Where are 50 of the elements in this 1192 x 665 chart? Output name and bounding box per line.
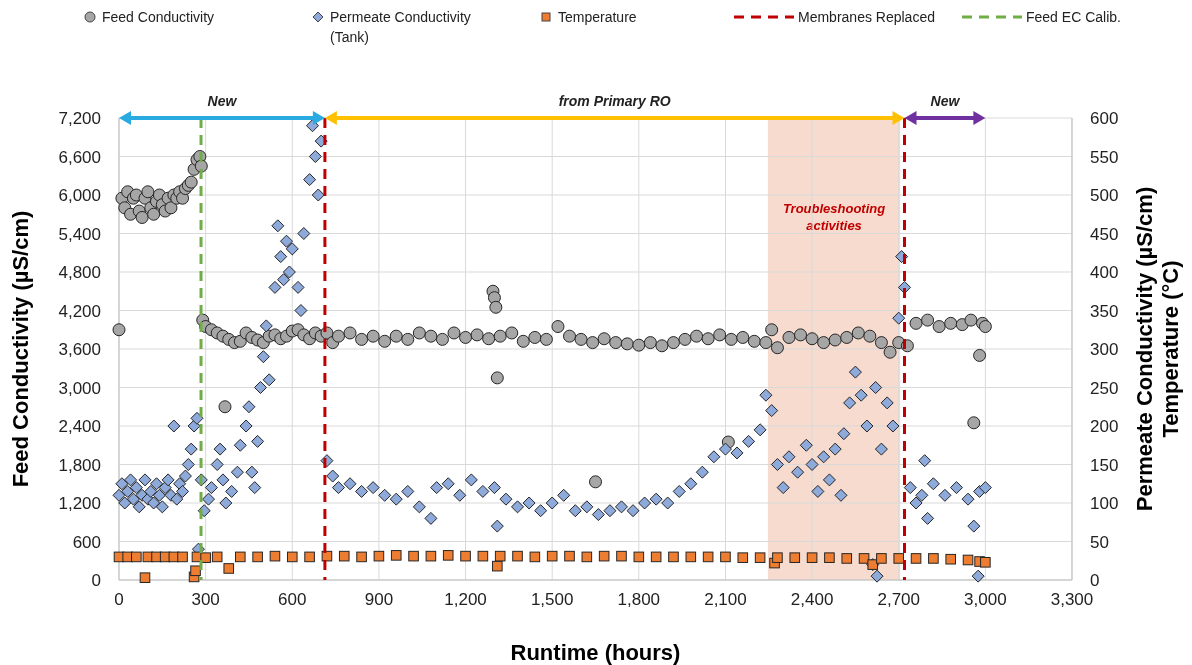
y-tick-label: 4,200: [58, 301, 101, 321]
x-tick-label: 1,500: [530, 590, 574, 609]
y2-tick-label: 600: [1090, 109, 1119, 128]
x-tick-label: 900: [364, 590, 394, 609]
y-tick-label: 5,400: [58, 224, 101, 244]
x-tick-label: 2,400: [790, 590, 834, 609]
y2-tick-label: 300: [1090, 340, 1119, 359]
text: from Primary RO: [558, 93, 671, 109]
x-tick-label: 1,800: [617, 590, 661, 609]
y-tick-label: 6,000: [58, 186, 101, 205]
y2-tick-label: 350: [1090, 301, 1119, 321]
y-tick-label: 7,200: [58, 109, 101, 128]
y-tick-label: 3,000: [58, 378, 101, 398]
y-tick-label: 0: [91, 571, 101, 590]
y2-tick-label: 50: [1090, 532, 1109, 552]
y2-tick-label: 200: [1090, 417, 1119, 436]
y-axis-title: Feed Conductivity (µS/cm): [8, 210, 33, 488]
y-tick-label: 1,200: [58, 494, 101, 513]
text: New: [207, 93, 238, 109]
x-tick-label: 3,000: [964, 590, 1007, 609]
text: New: [930, 93, 961, 109]
legend-label: Feed Conductivity: [102, 9, 215, 25]
y2-tick-label: 550: [1090, 147, 1119, 167]
x-tick-label: 2,700: [877, 590, 920, 609]
y-tick-label: 4,800: [58, 263, 101, 282]
y2-tick-label: 100: [1090, 494, 1119, 513]
y2-tick-label: 500: [1090, 186, 1119, 205]
legend-label: Temperature: [558, 9, 637, 25]
y-tick-label: 3,600: [58, 340, 101, 359]
y2-tick-label: 250: [1090, 378, 1119, 398]
x-tick-label: 0: [114, 590, 124, 609]
y-tick-label: 2,400: [58, 417, 101, 436]
y2-tick-label: 450: [1090, 224, 1119, 244]
legend-label: Feed EC Calib.: [1026, 9, 1121, 25]
x-tick-label: 1,200: [444, 590, 487, 609]
legend-label: Permeate Conductivity (Tank): [330, 9, 471, 45]
band-label: Troubleshooting activities: [782, 201, 886, 233]
legend-label: Membranes Replaced: [798, 9, 935, 25]
y2-axis-title: Permeate Conductivity (µS/cm) Temperature (°C): [1132, 186, 1183, 512]
x-tick-label: 3,300: [1050, 590, 1094, 609]
y-tick-label: 600: [72, 532, 101, 552]
x-tick-label: 300: [191, 590, 220, 609]
x-axis-title: Runtime (hours): [510, 640, 681, 665]
x-tick-label: 2,100: [704, 590, 747, 609]
y-tick-label: 1,800: [58, 455, 101, 475]
y2-tick-label: 150: [1090, 455, 1119, 475]
y-tick-label: 6,600: [58, 147, 101, 167]
x-tick-label: 600: [278, 590, 307, 609]
y2-tick-label: 400: [1090, 263, 1119, 282]
y2-tick-label: 0: [1090, 571, 1100, 590]
